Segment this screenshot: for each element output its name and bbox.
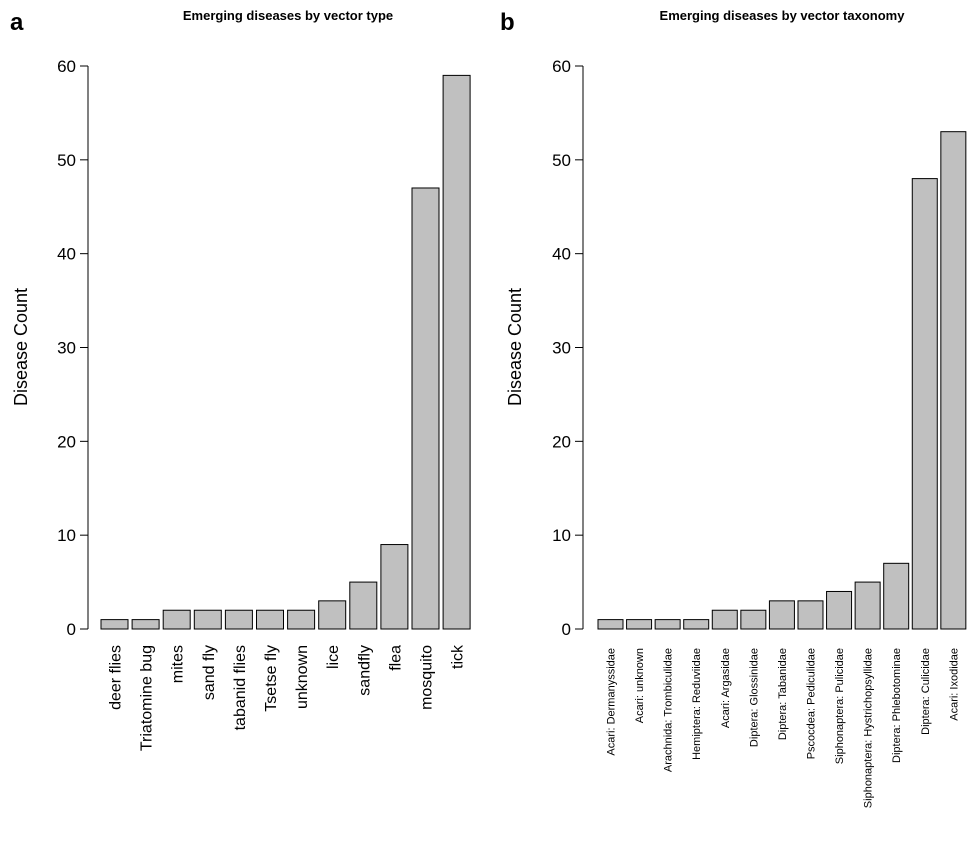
bar — [597, 619, 624, 630]
panel-letter-a: a — [10, 9, 24, 36]
bar — [193, 609, 222, 630]
y-tick-label: 0 — [562, 620, 571, 639]
y-tick-label: 50 — [57, 151, 76, 170]
x-category-label: mites — [170, 645, 187, 683]
panel-a: a Emerging diseases by vector type Disea… — [10, 8, 471, 751]
bar — [940, 131, 967, 630]
y-tick-label: 20 — [57, 432, 76, 451]
panel-a-title: Emerging diseases by vector type — [183, 8, 393, 23]
panel-b-category-labels: Acari: Dermanyssidae Acari: unknown Arachn… — [606, 648, 961, 808]
bar — [826, 590, 853, 630]
bar — [626, 619, 653, 630]
x-category-label: Acari: Dermanyssidae — [606, 648, 618, 756]
y-tick-label: 10 — [57, 526, 76, 545]
panel-b-bars — [597, 131, 967, 630]
panel-a-category-labels: deer flies Triatomine bug mites sand fly tab… — [108, 644, 467, 751]
x-category-label: deer flies — [108, 645, 125, 710]
bar — [711, 609, 738, 630]
x-category-label: Diptera: Tabanidae — [777, 648, 789, 740]
x-category-label: flea — [387, 645, 404, 671]
panel-b-title: Emerging diseases by vector taxonomy — [660, 8, 906, 23]
y-tick-label: 60 — [552, 57, 571, 76]
x-category-label: Siphonaptera: Hystrichopsyllidae — [863, 648, 875, 808]
y-tick-label: 30 — [552, 339, 571, 358]
x-category-label: Pscocdea: Pediculidae — [805, 648, 817, 759]
y-tick-label: 10 — [552, 526, 571, 545]
x-category-label: Acari: Ixodidae — [948, 648, 960, 721]
x-category-label: Acari: unknown — [634, 648, 646, 723]
bar — [883, 562, 910, 630]
y-tick-label: 20 — [552, 432, 571, 451]
bar — [654, 619, 681, 630]
y-tick-label: 60 — [57, 57, 76, 76]
bar — [683, 619, 710, 630]
x-category-label: sandfly — [356, 645, 373, 696]
x-category-label: tabanid flies — [232, 645, 249, 730]
x-category-label: Diptera: Culicidae — [920, 648, 932, 735]
x-category-label: mosquito — [419, 645, 436, 710]
panel-b-y-axis: 0 10 20 30 40 50 60 — [552, 57, 584, 639]
x-category-label: unknown — [294, 645, 311, 709]
bar — [318, 600, 347, 630]
panel-letter-b: b — [500, 9, 515, 36]
y-tick-label: 0 — [67, 620, 76, 639]
panel-a-bars — [100, 74, 471, 630]
bar — [131, 619, 160, 630]
x-category-label: Arachnida: Trombiculidae — [663, 648, 675, 772]
x-category-label: Triatomine bug — [139, 645, 156, 751]
y-tick-label: 40 — [57, 245, 76, 264]
bar — [380, 544, 409, 630]
y-tick-label: 40 — [552, 245, 571, 264]
bar — [911, 178, 938, 630]
bar — [797, 600, 824, 630]
y-tick-label: 30 — [57, 339, 76, 358]
bar — [768, 600, 795, 630]
x-category-label: Hemiptera: Reduviidae — [691, 648, 703, 760]
panel-a-y-axis: 0 10 20 30 40 50 60 — [57, 57, 89, 639]
bar — [349, 581, 378, 630]
x-category-label: Diptera: Glossinidae — [748, 648, 760, 747]
x-category-label: Tsetse fly — [263, 645, 280, 712]
y-tick-label: 50 — [552, 151, 571, 170]
x-category-label: Acari: Argasidae — [720, 648, 732, 728]
bar — [411, 187, 440, 630]
x-category-label: lice — [325, 645, 342, 669]
x-category-label: tick — [450, 644, 467, 669]
bar — [100, 619, 129, 630]
bar — [854, 581, 881, 630]
panel-a-y-axis-label: Disease Count — [11, 288, 31, 406]
bar — [287, 609, 316, 630]
x-category-label: Diptera: Phlebotominae — [891, 648, 903, 763]
bar — [442, 74, 471, 630]
x-category-label: Siphonaptera: Pulicidae — [834, 648, 846, 764]
bar — [162, 609, 191, 630]
panel-b-y-axis-label: Disease Count — [505, 288, 525, 406]
bar — [740, 609, 767, 630]
panel-b: b Emerging diseases by vector taxonomy D… — [500, 8, 967, 808]
bar — [256, 609, 284, 630]
x-category-label: sand fly — [201, 645, 218, 700]
bar — [224, 609, 253, 630]
